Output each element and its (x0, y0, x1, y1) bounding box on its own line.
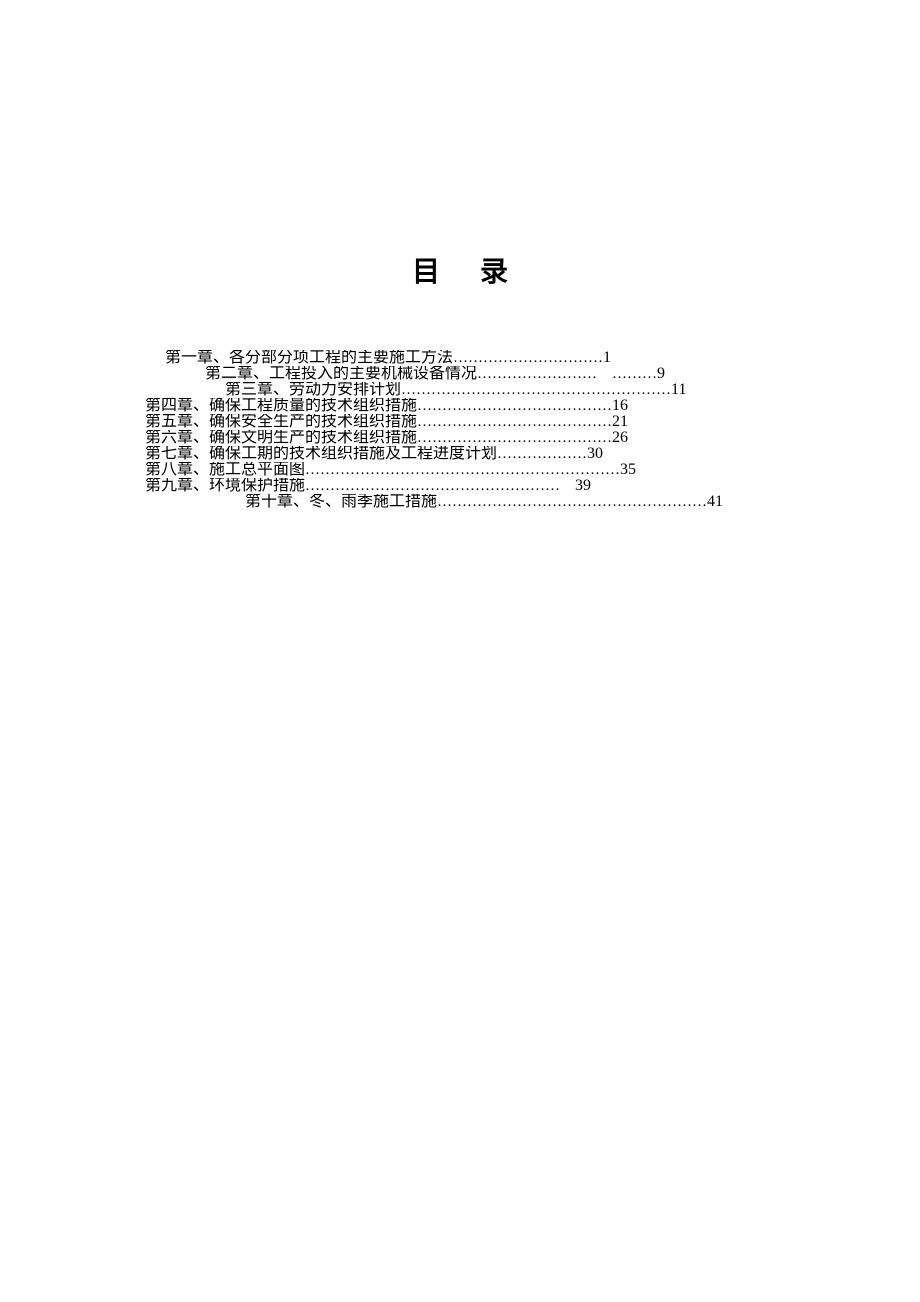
page-number: 21 (612, 414, 628, 430)
page-number: 41 (707, 494, 723, 510)
toc-entry: 第六章、确保文明生产的技术组织措施…………………………………26 (145, 430, 775, 446)
toc-entry: 第五章、确保安全生产的技术组织措施…………………………………21 (145, 414, 775, 430)
toc-entry: 第三章、劳动力安排计划………………………………………………11 (145, 382, 775, 398)
chapter-title: 确保文明生产的技术组织措施 (209, 430, 417, 446)
leader-dots: ……………………………………………… (437, 494, 707, 510)
chapter-title: 冬、雨季施工措施 (309, 494, 437, 510)
chapter-title: 确保工期的技术组织措施及工程进度计划 (209, 446, 497, 462)
page-number: 30 (587, 446, 603, 462)
chapter-label: 第七章、 (145, 446, 209, 462)
toc-entry: 第七章、确保工期的技术组织措施及工程进度计划………………30 (145, 446, 775, 462)
leader-dots: ………………………………… (417, 430, 612, 446)
page-number: 26 (612, 430, 628, 446)
leader-dots: ……………………………………………………… (305, 462, 620, 478)
chapter-label: 第六章、 (145, 430, 209, 446)
toc-entry: 第四章、确保工程质量的技术组织措施…………………………………16 (145, 398, 775, 414)
chapter-label: 第十章、 (245, 494, 309, 510)
chapter-label: 第四章、 (145, 398, 209, 414)
leader-dots: ………………………………… (417, 414, 612, 430)
page-number: 39 (575, 478, 591, 494)
chapter-label: 第二章、 (205, 366, 269, 382)
leader-dots: ………………………… (453, 350, 603, 366)
page-number: 1 (603, 350, 611, 366)
toc-entry: 第一章、各分部分项工程的主要施工方法…………………………1 (145, 350, 775, 366)
chapter-title: 各分部分项工程的主要施工方法 (229, 350, 453, 366)
page-number: 11 (671, 382, 686, 398)
chapter-title: 施工总平面图 (209, 462, 305, 478)
leader-dots: …………………………………………… (305, 478, 575, 494)
document-title: 目录 (0, 250, 920, 290)
chapter-title: 确保安全生产的技术组织措施 (209, 414, 417, 430)
chapter-label: 第九章、 (145, 478, 209, 494)
chapter-label: 第五章、 (145, 414, 209, 430)
toc-entry: 第八章、施工总平面图………………………………………………………35 (145, 462, 775, 478)
chapter-label: 第一章、 (165, 350, 229, 366)
page-number: 9 (657, 366, 665, 382)
table-of-contents: 第一章、各分部分项工程的主要施工方法…………………………1 第二章、工程投入的主… (0, 350, 920, 510)
chapter-label: 第八章、 (145, 462, 209, 478)
leader-dots: ……………… (497, 446, 587, 462)
chapter-title: 劳动力安排计划 (289, 382, 401, 398)
toc-entry: 第十章、冬、雨季施工措施………………………………………………41 (145, 494, 775, 510)
page-number: 16 (612, 398, 628, 414)
leader-dots: …………………… ……… (477, 366, 657, 382)
toc-entry: 第二章、工程投入的主要机械设备情况…………………… ………9 (145, 366, 775, 382)
chapter-label: 第三章、 (225, 382, 289, 398)
chapter-title: 环境保护措施 (209, 478, 305, 494)
chapter-title: 确保工程质量的技术组织措施 (209, 398, 417, 414)
chapter-title: 工程投入的主要机械设备情况 (269, 366, 477, 382)
page-number: 35 (620, 462, 636, 478)
leader-dots: ……………………………………………… (401, 382, 671, 398)
toc-entry: 第九章、环境保护措施…………………………………………… 39 (145, 478, 775, 494)
leader-dots: ………………………………… (417, 398, 612, 414)
